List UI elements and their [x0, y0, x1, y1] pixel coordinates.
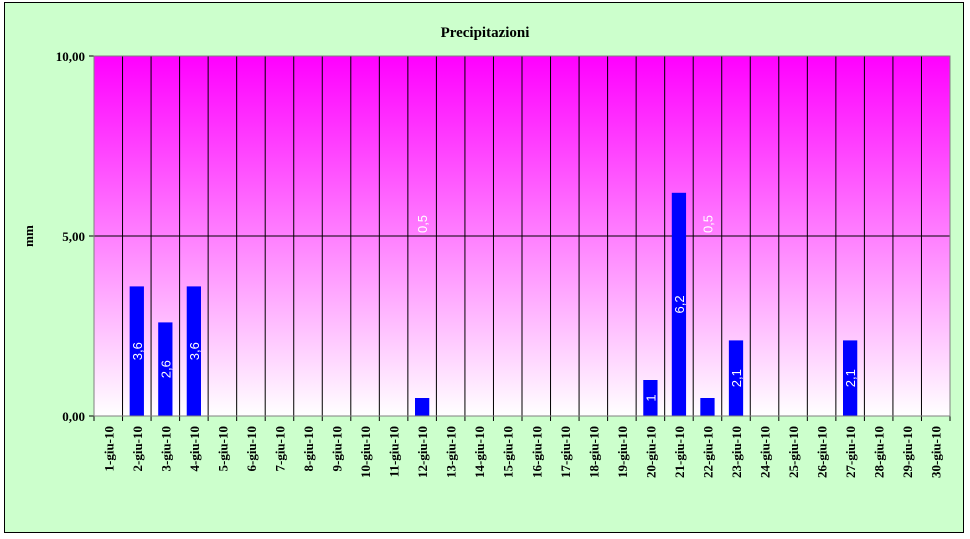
x-tick-label: 7-giu-10: [272, 426, 287, 472]
x-tick-label: 3-giu-10: [158, 426, 173, 472]
bar: [186, 286, 201, 416]
x-tick-label: 16-giu-10: [529, 426, 544, 478]
x-tick-label: 2-giu-10: [130, 426, 145, 472]
x-tick-label: 15-giu-10: [501, 426, 516, 478]
x-tick-label: 20-giu-10: [643, 426, 658, 478]
x-tick-label: 12-giu-10: [415, 426, 430, 478]
y-axis-label: mm: [21, 225, 36, 247]
plot-border: [93, 55, 951, 417]
bar: [700, 398, 715, 416]
bar: [415, 398, 430, 416]
data-label: 2,1: [729, 369, 744, 387]
data-label: 0,5: [415, 215, 430, 233]
x-tick-label: 29-giu-10: [900, 426, 915, 478]
x-tick-label: 28-giu-10: [872, 426, 887, 478]
chart-title: Precipitazioni: [441, 25, 530, 41]
bars-layer: [129, 192, 858, 416]
x-tick-label: 14-giu-10: [472, 426, 487, 478]
data-labels-layer: 3,6 2,6 3,6 0,5 1 6,2 0,5 2,1 2,1: [130, 215, 858, 402]
x-tick-label: 10-giu-10: [358, 426, 373, 478]
x-tick-label: 24-giu-10: [758, 426, 773, 478]
data-label: 6,2: [672, 295, 687, 313]
bar: [129, 286, 144, 416]
data-label: 3,6: [187, 342, 202, 360]
x-ticks-layer: 1-giu-10 2-giu-10 3-giu-10 4-giu-10 5-giu-10…: [93, 416, 951, 478]
x-tick-label: 21-giu-10: [672, 426, 687, 478]
x-tick-label: 22-giu-10: [700, 426, 715, 478]
x-tick-label: 5-giu-10: [215, 426, 230, 472]
x-tick-label: 30-giu-10: [929, 426, 944, 478]
data-label: 3,6: [130, 342, 145, 360]
y-tick-label: 0,00: [62, 409, 85, 424]
x-tick-label: 13-giu-10: [444, 426, 459, 478]
x-tick-label: 8-giu-10: [301, 426, 316, 472]
x-tick-label: 18-giu-10: [586, 426, 601, 478]
x-tick-label: 26-giu-10: [815, 426, 830, 478]
y-tick-label: 5,00: [62, 229, 85, 244]
x-tick-label: 4-giu-10: [187, 426, 202, 472]
bar: [728, 340, 744, 416]
bar: [671, 192, 687, 416]
data-label: 2,1: [843, 369, 858, 387]
bar: [843, 340, 858, 416]
y-ticks-layer: 0,00 5,00 10,00: [56, 49, 94, 424]
x-tick-label: 23-giu-10: [729, 426, 744, 478]
x-tick-label: 27-giu-10: [843, 426, 858, 478]
data-label: 2,6: [158, 360, 173, 378]
x-tick-label: 9-giu-10: [330, 426, 345, 472]
data-label: 1: [643, 394, 658, 401]
y-tick-label: 10,00: [56, 49, 85, 64]
x-tick-label: 11-giu-10: [387, 426, 402, 477]
bar: [158, 322, 173, 416]
x-tick-label: 6-giu-10: [244, 426, 259, 472]
x-tick-label: 19-giu-10: [615, 426, 630, 478]
bar: [643, 380, 658, 416]
x-tick-label: 25-giu-10: [786, 426, 801, 478]
x-tick-label: 1-giu-10: [101, 426, 116, 472]
data-label: 0,5: [700, 215, 715, 233]
x-tick-label: 17-giu-10: [558, 426, 573, 478]
